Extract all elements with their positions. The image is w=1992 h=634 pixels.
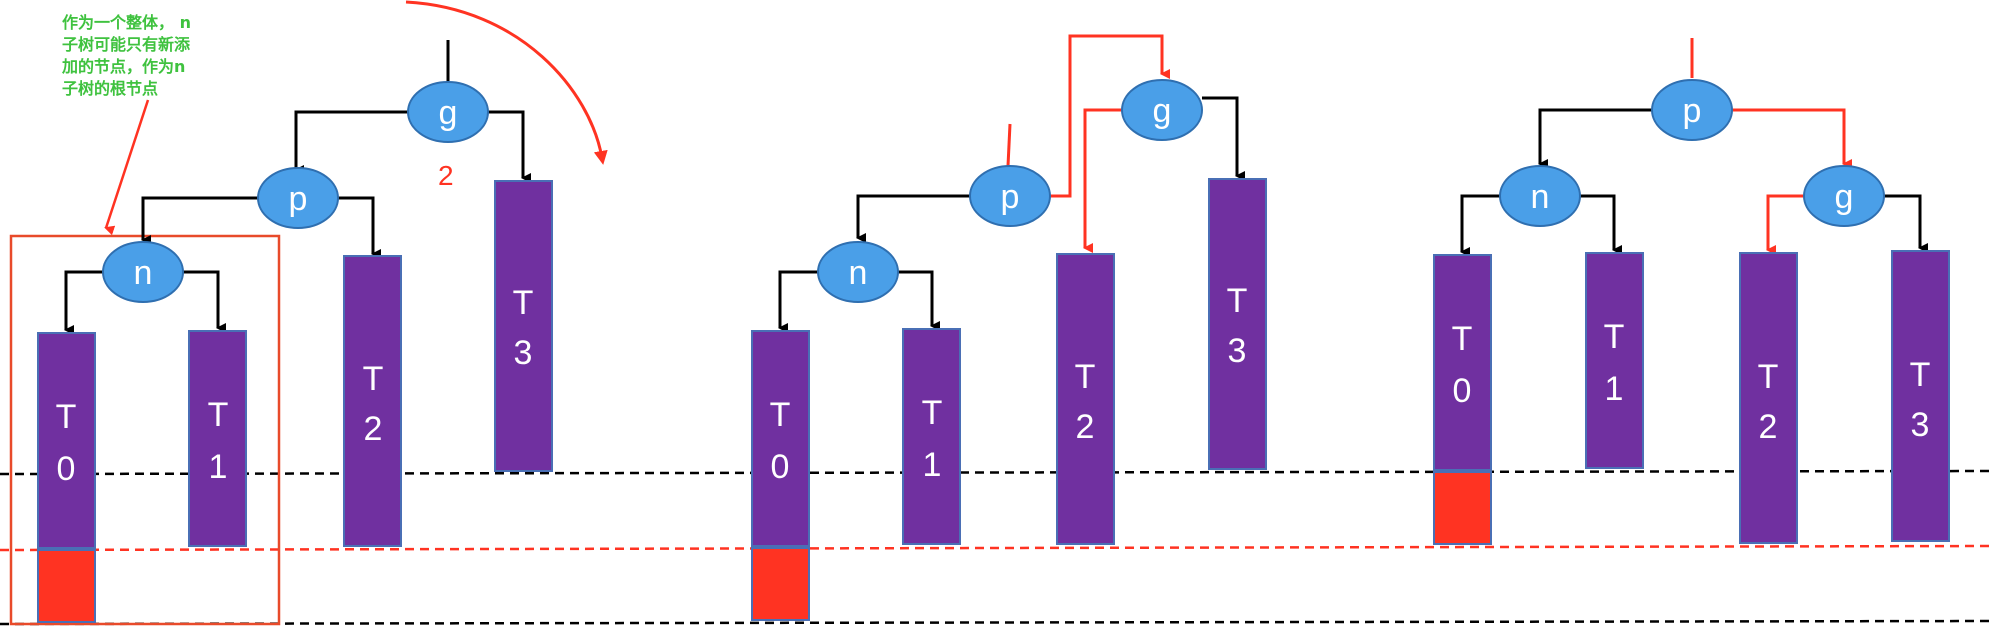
node-n-label: n — [849, 254, 868, 292]
edge-g-t3 — [1202, 96, 1245, 181]
annotation-line-2: 子树可能只有新添 — [62, 35, 191, 54]
annotation-arrow — [104, 99, 150, 236]
annotation-line-1: 作为一个整体， n — [62, 13, 191, 32]
height-increase-block — [1433, 471, 1492, 545]
subtree-t2-char-2: 2 — [364, 410, 383, 448]
subtree-t0: T 0 — [37, 332, 96, 549]
edge-n-t1 — [180, 270, 226, 333]
subtree-t3: T 3 — [1208, 178, 1267, 470]
baseline-black-bottom — [0, 619, 1992, 626]
subtree-t2: T 2 — [1739, 252, 1798, 544]
subtree-t0-char-2: 0 — [771, 448, 790, 486]
subtree-t3: T 3 — [1891, 250, 1950, 542]
rotation-arc-arrow — [405, 0, 608, 165]
edge-p-n — [141, 196, 258, 245]
subtree-t3-char-1: T — [1910, 356, 1931, 394]
node-n: n — [1499, 165, 1581, 227]
subtree-t1-char-1: T — [1604, 318, 1625, 356]
edge-g-t3 — [488, 110, 531, 183]
node-n: n — [817, 241, 899, 303]
node-n: n — [102, 241, 184, 303]
subtree-t1-char-1: T — [922, 394, 943, 432]
subtree-t3-char-1: T — [1227, 282, 1248, 320]
subtree-t1: T 1 — [1585, 252, 1644, 469]
node-n-label: n — [134, 254, 153, 292]
node-p-label: p — [1683, 92, 1702, 130]
node-n-label: n — [1531, 178, 1550, 216]
baseline-black-top — [0, 469, 1992, 476]
subtree-t0: T 0 — [1433, 254, 1492, 471]
node-g: g — [1803, 165, 1885, 227]
subtree-t3-char-2: 3 — [514, 334, 533, 372]
subtree-t1: T 1 — [902, 328, 961, 545]
subtree-t3-char-2: 3 — [1228, 332, 1247, 370]
step-label: 2 — [438, 160, 454, 191]
subtree-t1-char-2: 1 — [1605, 370, 1624, 408]
node-g-label: g — [439, 94, 458, 132]
subtree-t2: T 2 — [1056, 253, 1115, 545]
subtree-t0-char-2: 0 — [57, 450, 76, 488]
edge-p-n — [1538, 108, 1652, 169]
edge-g-t2-red — [1083, 108, 1122, 253]
node-g-label: g — [1153, 92, 1172, 130]
height-increase-block — [37, 549, 96, 623]
subtree-t2-char-2: 2 — [1759, 408, 1778, 446]
panel-before: T 0 T 1 T 2 T 3 g p n — [37, 40, 553, 623]
subtree-t2-char-1: T — [1758, 358, 1779, 396]
node-g: g — [407, 81, 489, 143]
node-g-label: g — [1835, 178, 1854, 216]
panel-after: T 0 T 1 T 2 T 3 p n g — [1433, 38, 1950, 545]
subtree-t3: T 3 — [494, 180, 553, 472]
node-p-label: p — [1001, 178, 1020, 216]
subtree-t1: T 1 — [188, 330, 247, 547]
node-p-label: p — [289, 180, 308, 218]
subtree-t3-char-2: 3 — [1911, 406, 1930, 444]
edge-p-n — [856, 194, 970, 243]
baseline-red — [0, 544, 1992, 552]
edge-p-g-red — [1050, 34, 1170, 198]
annotation-line-4: 子树的根节点 — [62, 79, 158, 98]
subtree-t1-char-2: 1 — [209, 448, 228, 486]
panel-rotating: T 0 T 1 T 2 T 3 g p n — [751, 34, 1267, 621]
subtree-t2-char-1: T — [1075, 358, 1096, 396]
edge-g-p — [294, 110, 408, 175]
edge-into-p-red — [1006, 123, 1012, 167]
subtree-t3-char-1: T — [513, 284, 534, 322]
edge-g-t2-red — [1766, 194, 1804, 255]
height-increase-block — [751, 547, 810, 621]
edge-n-t0 — [778, 270, 818, 333]
edge-p-t2 — [338, 196, 381, 259]
subtree-t0-char-1: T — [770, 396, 791, 434]
subtree-t0-char-2: 0 — [1453, 372, 1472, 410]
edge-p-g-red — [1732, 108, 1852, 169]
subtree-t0: T 0 — [751, 330, 810, 547]
edge-n-t1 — [1578, 194, 1622, 255]
subtree-t1-char-1: T — [208, 396, 229, 434]
subtree-t1-char-2: 1 — [923, 446, 942, 484]
node-p: p — [1651, 79, 1733, 141]
subtree-t0-char-1: T — [1452, 320, 1473, 358]
subtree-t2-char-2: 2 — [1076, 408, 1095, 446]
node-p: p — [257, 167, 339, 229]
node-g: g — [1121, 79, 1203, 141]
subtree-t0-char-1: T — [56, 398, 77, 436]
annotation-line-3: 加的节点，作为n — [61, 57, 185, 76]
edge-g-t3 — [1884, 194, 1928, 253]
edge-n-t0 — [1460, 194, 1500, 257]
node-p: p — [969, 165, 1051, 227]
subtree-t2-char-1: T — [363, 360, 384, 398]
subtree-t2: T 2 — [343, 255, 402, 547]
edge-n-t0 — [64, 270, 104, 335]
edge-n-t1 — [896, 270, 940, 331]
